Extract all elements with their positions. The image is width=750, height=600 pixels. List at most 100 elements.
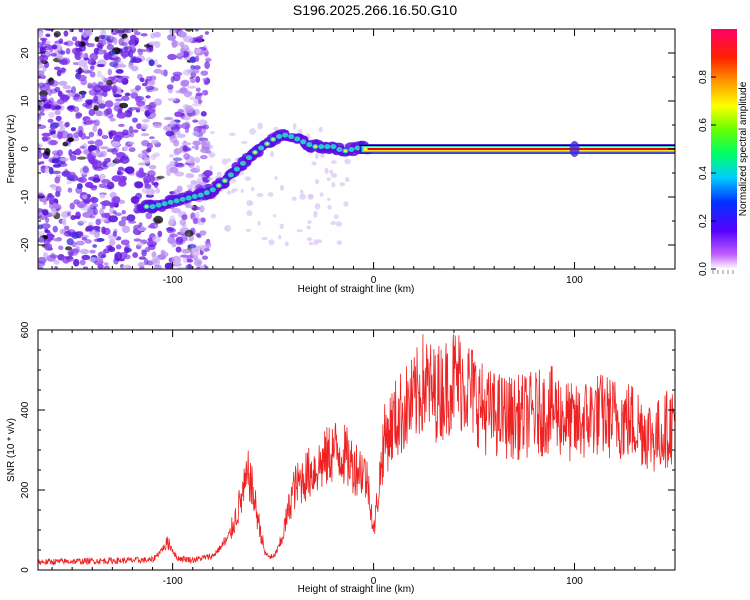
noise-blob [74, 40, 82, 47]
colorbar-tick-label: 0.2 [698, 214, 709, 228]
noise-blob-sparse [240, 140, 248, 144]
y-tick-label: 200 [20, 481, 31, 498]
noise-blob [123, 37, 130, 43]
noise-blob [57, 131, 63, 140]
noise-blob [165, 130, 175, 137]
noise-blob [40, 160, 45, 165]
noise-blob [38, 215, 47, 220]
noise-blob [192, 140, 202, 146]
noise-blob [92, 244, 98, 248]
colorbar-tick-label: 0.8 [698, 70, 709, 84]
noise-blob [97, 251, 106, 259]
noise-blob [102, 160, 109, 168]
noise-blob [70, 248, 80, 254]
noise-blob [181, 79, 190, 85]
noise-blob [97, 49, 104, 55]
noise-blob [191, 145, 197, 149]
noise-blob [192, 130, 200, 137]
track-knot [306, 142, 313, 148]
noise-blob [38, 74, 47, 80]
noise-blob [69, 154, 77, 161]
noise-blob [44, 243, 53, 251]
noise-blob [58, 38, 64, 44]
noise-blob-sparse [313, 210, 318, 218]
noise-blob [65, 48, 71, 55]
noise-blob [170, 76, 175, 83]
noise-blob [153, 215, 164, 224]
noise-blob-sparse [327, 205, 332, 210]
noise-blob [131, 117, 138, 123]
noise-blob [200, 111, 207, 117]
noise-blob-sparse [257, 220, 261, 226]
noise-blob-sparse [324, 167, 329, 175]
noise-blob-sparse [249, 128, 257, 135]
noise-blob [42, 197, 48, 206]
noise-blob [189, 56, 197, 63]
noise-blob [164, 262, 174, 269]
snr-series [38, 334, 675, 567]
noise-blob [56, 69, 62, 77]
noise-blob [118, 220, 126, 227]
noise-blob [106, 107, 113, 115]
noise-blob [191, 250, 200, 257]
y-tick-label: 0 [20, 567, 31, 573]
noise-blob [100, 178, 111, 184]
noise-blob [63, 225, 70, 230]
noise-blob [132, 252, 139, 259]
noise-blob [187, 91, 193, 95]
noise-blob [111, 175, 122, 182]
noise-blob [145, 95, 151, 99]
noise-blob-sparse [308, 241, 314, 246]
noise-blob [89, 214, 96, 219]
noise-blob [145, 85, 155, 90]
noise-blob [98, 183, 108, 189]
noise-blob [63, 41, 69, 46]
colorbar-tick-label: 0.0 [698, 262, 709, 276]
noise-blob-sparse [319, 192, 324, 197]
noise-blob [51, 44, 58, 50]
noise-blob [144, 178, 149, 187]
noise-blob [119, 102, 129, 109]
noise-blob [100, 201, 109, 206]
noise-blob [67, 187, 73, 193]
noise-blob [85, 225, 93, 232]
noise-blob [145, 76, 153, 82]
colorbar-gradient [711, 29, 737, 269]
noise-blob [148, 105, 156, 113]
noise-blob-sparse [318, 126, 323, 133]
noise-blob-sparse [257, 122, 263, 130]
x-tick-label: 0 [371, 576, 377, 587]
snr-xlabel: Height of straight line (km) [298, 584, 415, 595]
noise-blob [52, 101, 58, 105]
noise-blob [86, 42, 95, 48]
noise-blob [187, 263, 193, 269]
noise-blob [49, 80, 59, 87]
y-tick-label: 10 [20, 95, 31, 107]
noise-blob [152, 235, 161, 243]
noise-blob [199, 205, 205, 213]
noise-blob [190, 78, 196, 83]
noise-blob [75, 148, 82, 156]
noise-blob [95, 218, 101, 226]
track-knot [318, 144, 325, 150]
noise-blob-sparse [326, 177, 331, 182]
noise-blob [50, 52, 57, 57]
noise-blob [137, 226, 147, 232]
noise-blob-sparse [307, 194, 314, 200]
noise-blob [130, 58, 136, 64]
noise-blob [152, 122, 163, 129]
noise-blob [84, 239, 92, 244]
noise-blob-sparse [251, 186, 255, 192]
noise-blob [129, 34, 137, 41]
noise-blob [71, 36, 78, 42]
noise-blob [187, 243, 197, 249]
noise-blob [119, 156, 130, 164]
y-tick-label: 20 [20, 47, 31, 59]
colorbar-tick-label: 0.4 [698, 166, 709, 180]
noise-blob [89, 71, 96, 78]
noise-blob [145, 212, 153, 220]
noise-blob-sparse [279, 185, 285, 191]
noise-blob [60, 67, 66, 74]
noise-blob [38, 231, 46, 236]
chart-title: S196.2025.266.16.50.G10 [292, 2, 458, 18]
